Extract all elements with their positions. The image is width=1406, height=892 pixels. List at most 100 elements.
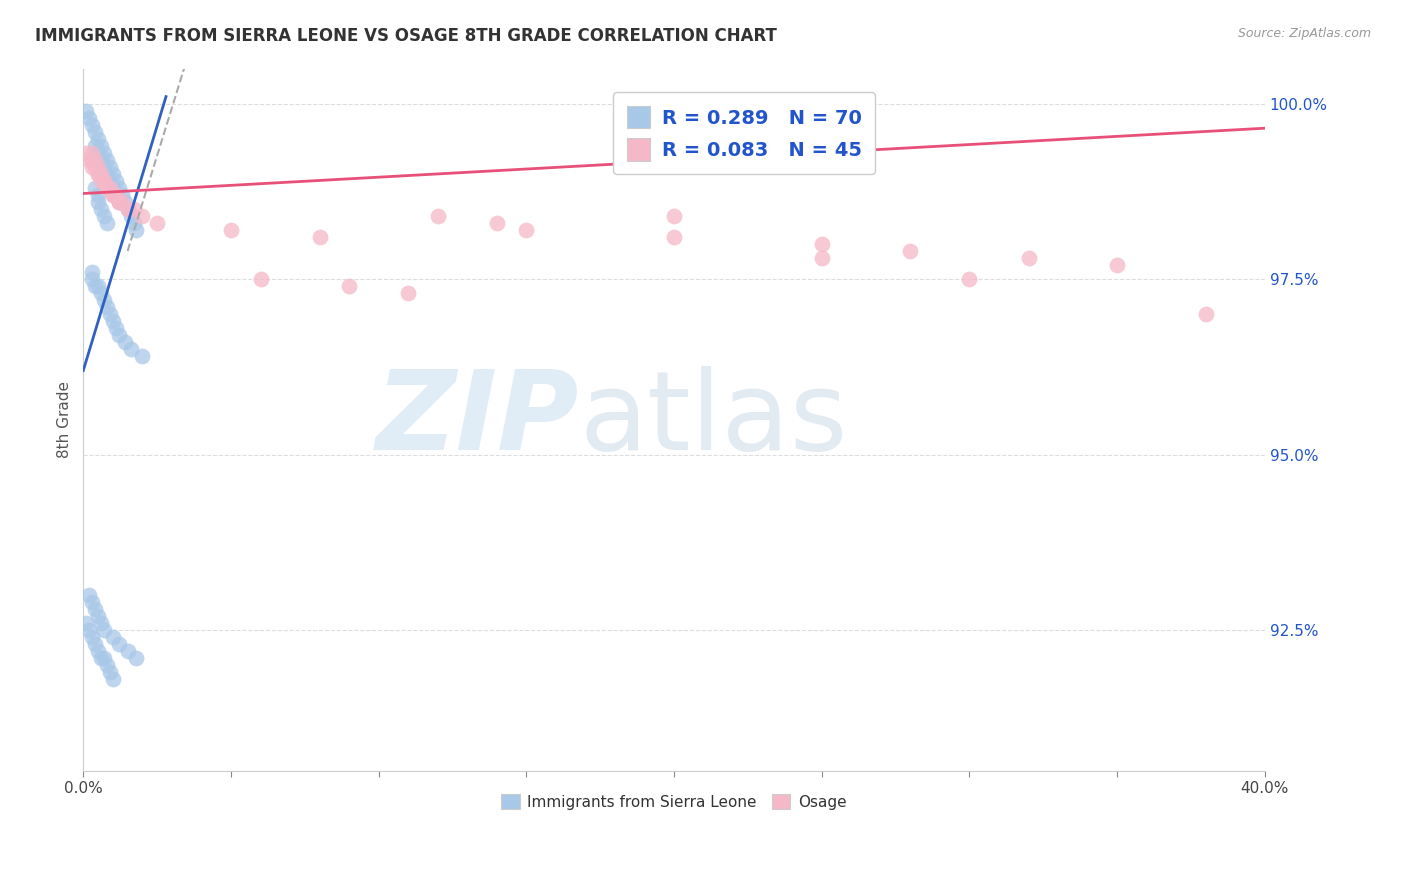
Point — [90, 167, 112, 181]
Point — [90, 202, 112, 216]
Point — [84, 181, 107, 195]
Point — [107, 194, 129, 209]
Point — [662, 209, 685, 223]
Point — [77, 588, 100, 602]
Point — [662, 230, 685, 244]
Text: atlas: atlas — [579, 366, 848, 473]
Point — [93, 145, 115, 160]
Point — [98, 160, 121, 174]
Point — [93, 174, 115, 188]
Point — [90, 138, 112, 153]
Point — [84, 637, 107, 651]
Point — [104, 321, 127, 335]
Point — [426, 209, 449, 223]
Point — [98, 181, 121, 195]
Point — [93, 174, 115, 188]
Point — [87, 167, 110, 181]
Point — [1107, 258, 1129, 272]
Point — [959, 272, 981, 286]
Legend: Immigrants from Sierra Leone, Osage: Immigrants from Sierra Leone, Osage — [495, 788, 853, 815]
Point — [93, 651, 115, 665]
Point — [104, 188, 127, 202]
Point — [82, 145, 104, 160]
Point — [810, 251, 832, 265]
Point — [77, 153, 100, 167]
Point — [82, 630, 104, 644]
Point — [87, 145, 110, 160]
Point — [101, 188, 124, 202]
Point — [98, 174, 121, 188]
Point — [117, 202, 139, 216]
Point — [111, 194, 134, 209]
Text: Source: ZipAtlas.com: Source: ZipAtlas.com — [1237, 27, 1371, 40]
Point — [249, 272, 271, 286]
Point — [114, 335, 136, 350]
Point — [1195, 307, 1218, 321]
Point — [84, 602, 107, 616]
Point — [117, 202, 139, 216]
Point — [308, 230, 330, 244]
Point — [93, 624, 115, 638]
Point — [107, 637, 129, 651]
Point — [87, 609, 110, 624]
Point — [77, 111, 100, 125]
Point — [101, 630, 124, 644]
Point — [87, 279, 110, 293]
Point — [82, 595, 104, 609]
Point — [87, 194, 110, 209]
Point — [82, 265, 104, 279]
Point — [90, 153, 112, 167]
Point — [96, 167, 118, 181]
Point — [117, 644, 139, 658]
Point — [120, 209, 142, 223]
Point — [84, 160, 107, 174]
Point — [75, 145, 97, 160]
Point — [485, 216, 508, 230]
Point — [96, 181, 118, 195]
Point — [90, 616, 112, 631]
Point — [219, 223, 242, 237]
Point — [96, 153, 118, 167]
Point — [101, 167, 124, 181]
Point — [75, 103, 97, 118]
Point — [84, 138, 107, 153]
Point — [337, 279, 360, 293]
Point — [131, 209, 153, 223]
Point — [114, 194, 136, 209]
Point — [87, 132, 110, 146]
Point — [111, 188, 134, 202]
Point — [87, 160, 110, 174]
Point — [120, 343, 142, 357]
Point — [101, 188, 124, 202]
Point — [90, 286, 112, 301]
Point — [96, 181, 118, 195]
Point — [107, 328, 129, 343]
Point — [101, 314, 124, 328]
Point — [82, 153, 104, 167]
Point — [96, 216, 118, 230]
Point — [84, 279, 107, 293]
Point — [82, 160, 104, 174]
Point — [125, 651, 148, 665]
Point — [900, 244, 922, 258]
Point — [104, 174, 127, 188]
Point — [122, 216, 145, 230]
Point — [77, 624, 100, 638]
Y-axis label: 8th Grade: 8th Grade — [58, 381, 72, 458]
Point — [96, 658, 118, 673]
Point — [90, 160, 112, 174]
Point — [84, 153, 107, 167]
Point — [131, 350, 153, 364]
Point — [87, 188, 110, 202]
Point — [75, 616, 97, 631]
Point — [84, 125, 107, 139]
Point — [515, 223, 537, 237]
Point — [93, 293, 115, 308]
Point — [98, 307, 121, 321]
Point — [96, 300, 118, 314]
Point — [87, 644, 110, 658]
Point — [96, 181, 118, 195]
Point — [107, 194, 129, 209]
Point — [146, 216, 169, 230]
Point — [90, 174, 112, 188]
